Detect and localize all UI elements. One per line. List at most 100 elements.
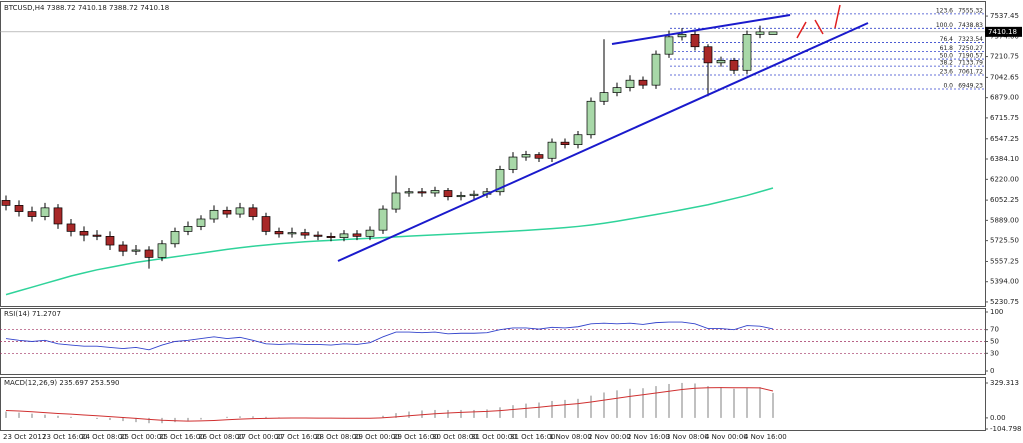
macd-bar	[616, 390, 618, 418]
candle-body	[170, 231, 180, 245]
projection-stroke	[796, 21, 807, 39]
y-tick-label: 6384.10	[990, 155, 1019, 163]
macd-bar	[486, 409, 488, 418]
candle-body	[378, 208, 388, 231]
y-tick-label: 7042.65	[990, 73, 1019, 81]
candle-body	[508, 156, 518, 170]
candle-body	[742, 33, 752, 71]
fib-price: 7190.57	[958, 53, 983, 60]
macd-bar	[525, 403, 527, 418]
macd-title: MACD(12,26,9) 235.697 253.590	[4, 379, 120, 387]
macd-bar	[148, 417, 150, 424]
fib-level: 76.4	[940, 36, 954, 43]
macd-bar	[512, 405, 514, 418]
candle-body	[183, 226, 193, 232]
y-tick-label: 329.313	[990, 379, 1019, 387]
x-tick-label: 30 Oct 08:00	[432, 433, 478, 441]
y-tick-label: 30	[990, 349, 999, 357]
macd-bar	[135, 417, 137, 423]
candle-body	[222, 209, 232, 215]
y-tick-label: 6052.25	[990, 196, 1019, 204]
y-tick-label: 7537.45	[990, 12, 1019, 20]
fib-level: 0.0	[943, 82, 953, 89]
candle-body	[352, 233, 362, 237]
macd-bar	[122, 417, 124, 422]
macd-bar	[720, 387, 722, 418]
candle-body	[586, 100, 596, 136]
rsi-line	[5, 321, 774, 351]
macd-bar	[668, 383, 670, 418]
x-tick-label: 25 Oct 00:00	[120, 433, 166, 441]
candle-body	[521, 154, 531, 158]
macd-bar	[577, 398, 579, 418]
candle-body	[391, 192, 401, 210]
macd-panel	[0, 377, 986, 431]
macd-bar	[759, 387, 761, 418]
candle-body	[66, 223, 76, 232]
candle-body	[92, 234, 102, 237]
y-tick-label: -104.798	[990, 425, 1021, 433]
x-tick-label: 25 Oct 16:00	[159, 433, 205, 441]
candle-body	[300, 232, 310, 236]
candle-body	[599, 92, 609, 102]
y-tick-label: 50	[990, 338, 999, 346]
main-layer: 7537.457374.007210.757042.656879.006715.…	[0, 7, 1022, 441]
candle-body	[339, 233, 349, 238]
macd-bar	[473, 409, 475, 418]
fib-price: 7061.72	[958, 69, 983, 76]
x-tick-label: 27 Oct 16:00	[276, 433, 322, 441]
y-tick-label: 5725.50	[990, 237, 1019, 245]
x-tick-label: 2 Nov 00:00	[588, 433, 631, 441]
macd-bar	[499, 407, 501, 418]
macd-bar	[200, 417, 202, 420]
x-tick-label: 29 Oct 16:00	[393, 433, 439, 441]
macd-bar	[187, 417, 189, 422]
candle-body	[53, 207, 63, 225]
candle-body	[547, 141, 557, 159]
macd-bar	[421, 410, 423, 418]
y-tick-label: 5889.00	[990, 216, 1019, 224]
x-tick-label: 23 Oct 16:00	[42, 433, 88, 441]
signal-line	[5, 387, 774, 422]
fib-level: 123.6	[936, 7, 953, 14]
x-tick-label: 2 Nov 16:00	[627, 433, 670, 441]
candle-body	[248, 207, 258, 217]
y-tick-label: 5394.00	[990, 278, 1019, 286]
macd-bar	[408, 411, 410, 418]
x-tick-label: 26 Oct 08:00	[198, 433, 244, 441]
candle-body	[456, 195, 466, 198]
candle-body	[1, 200, 11, 206]
y-tick-label: 7210.75	[990, 53, 1019, 61]
macd-bar	[551, 400, 553, 418]
x-tick-label: 27 Oct 00:00	[237, 433, 283, 441]
candle-body	[261, 216, 271, 232]
candle-body	[157, 243, 167, 258]
fib-level: 50.0	[940, 53, 954, 60]
macd-bar	[538, 402, 540, 418]
macd-bar	[18, 412, 20, 418]
support-trendline	[337, 22, 869, 262]
macd-bar	[57, 415, 59, 418]
x-tick-label: 4 Nov 16:00	[744, 433, 787, 441]
x-tick-label: 31 Oct 16:00	[510, 433, 556, 441]
fib-level: 61.8	[940, 45, 954, 52]
x-tick-label: 1 Nov 08:00	[549, 433, 592, 441]
y-tick-label: 70	[990, 326, 999, 334]
x-tick-label: 24 Oct 08:00	[81, 433, 127, 441]
main-panel	[0, 1, 986, 307]
y-tick-label: 5230.75	[990, 298, 1019, 306]
candle-body	[326, 236, 336, 238]
macd-bar	[265, 416, 267, 418]
macd-bar	[681, 382, 683, 418]
candle-body	[118, 244, 128, 252]
macd-bar	[590, 395, 592, 418]
current-price: 7410.18	[988, 28, 1017, 36]
symbol-header: BTCUSD,H4 7388.72 7410.18 7388.72 7410.1…	[4, 4, 169, 12]
fib-price: 6949.23	[958, 82, 983, 89]
price-badge	[985, 26, 1022, 37]
fib-price: 7438.83	[958, 22, 983, 29]
macd-bar	[226, 416, 228, 418]
macd-bar	[5, 411, 7, 418]
projection-stroke	[814, 19, 824, 35]
macd-bar	[564, 399, 566, 418]
